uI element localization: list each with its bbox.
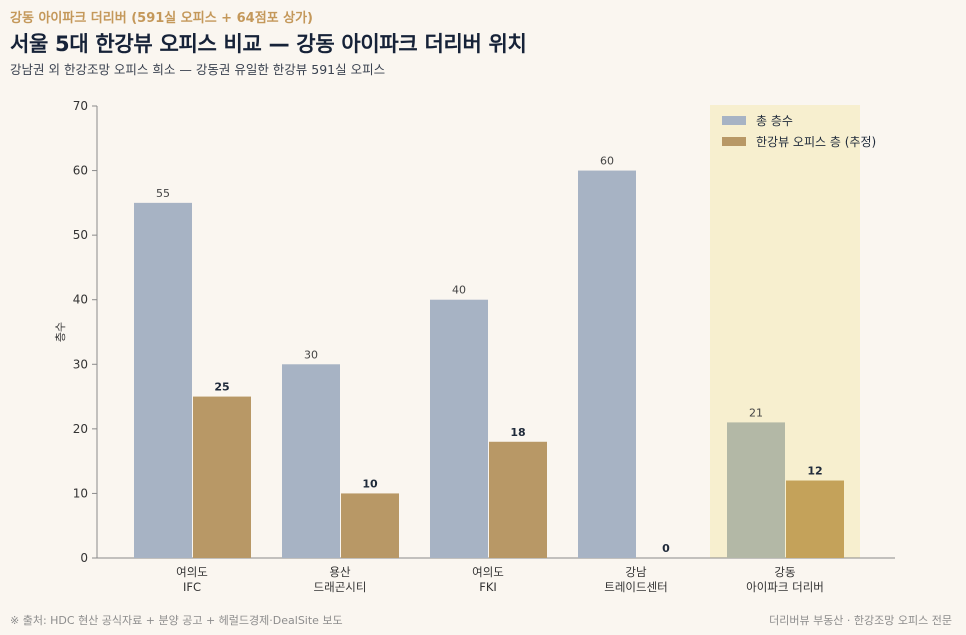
data-label: 30 <box>304 348 318 361</box>
y-tick-label: 60 <box>73 164 88 178</box>
y-tick-label: 50 <box>73 228 88 242</box>
x-tick-label: 용산 <box>329 565 351 579</box>
x-tick-label: 드래곤시티 <box>314 580 367 594</box>
y-tick-label: 20 <box>73 422 88 436</box>
x-tick-label: 여의도 <box>176 565 208 579</box>
x-tick-label: 강남 <box>625 565 647 579</box>
legend-label: 한강뷰 오피스 층 (추정) <box>756 135 876 149</box>
source-note: ※ 출처: HDC 현산 공식자료 + 분양 공고 + 헤럴드경제·DealSi… <box>10 614 343 627</box>
legend-swatch <box>722 116 746 125</box>
bar-total-floors <box>134 202 192 558</box>
x-tick-label: FKI <box>479 580 497 594</box>
data-label: 18 <box>510 426 525 439</box>
chart-kicker: 강동 아이파크 더리버 (591실 오피스 + 64점포 상가) <box>10 11 314 26</box>
bar-riverview-floors <box>341 493 399 558</box>
y-axis-label: 층수 <box>54 322 67 342</box>
x-tick-label: 강동 <box>774 565 795 579</box>
y-tick-label: 40 <box>73 293 88 307</box>
x-tick-label: IFC <box>183 580 201 594</box>
bar-riverview-floors <box>489 441 547 558</box>
x-tick-label: 아이파크 더리버 <box>746 580 824 594</box>
chart-subtitle: 강남권 외 한강조망 오피스 희소 — 강동권 유일한 한강뷰 591실 오피스 <box>10 62 386 77</box>
bar-total-floors <box>578 170 636 559</box>
bar-chart: 010203040506070층수5525여의도IFC3010용산드래곤시티40… <box>54 99 895 594</box>
y-tick-label: 10 <box>73 486 88 500</box>
bar-total-floors <box>727 422 785 558</box>
legend-swatch <box>722 137 746 146</box>
data-label: 55 <box>156 187 170 200</box>
data-label: 12 <box>807 465 822 478</box>
brand-note: 더리버뷰 부동산 · 한강조망 오피스 전문 <box>769 614 952 627</box>
data-label: 25 <box>214 381 229 394</box>
legend-label: 총 층수 <box>756 114 793 128</box>
data-label: 40 <box>452 284 466 297</box>
data-label: 21 <box>749 406 763 419</box>
bar-total-floors <box>430 299 488 558</box>
x-tick-label: 여의도 <box>472 565 504 579</box>
data-label: 60 <box>600 155 614 168</box>
bar-total-floors <box>282 364 340 558</box>
y-tick-label: 30 <box>73 357 88 371</box>
data-label: 0 <box>662 542 670 555</box>
chart-title: 서울 5대 한강뷰 오피스 비교 — 강동 아이파크 더리버 위치 <box>10 32 527 56</box>
bar-riverview-floors <box>193 396 251 558</box>
bar-riverview-floors <box>786 480 844 558</box>
y-tick-label: 0 <box>80 551 88 565</box>
data-label: 10 <box>362 477 378 490</box>
x-tick-label: 트레이드센터 <box>604 580 667 594</box>
y-tick-label: 70 <box>73 99 88 113</box>
